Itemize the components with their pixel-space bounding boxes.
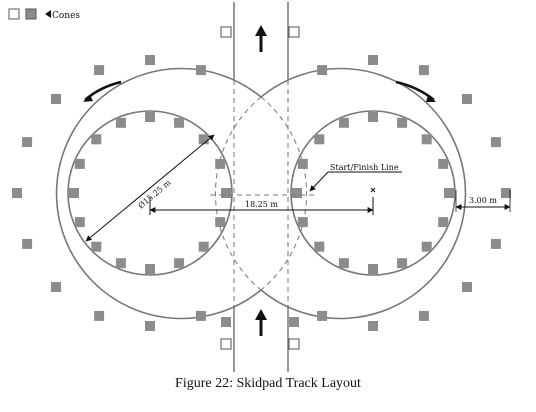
inner-cone-right [368,112,378,122]
outer-cone-right [462,282,472,292]
inner-cone-left [215,158,226,169]
lane [233,2,289,372]
inner-cone-left [198,134,209,145]
lane-top-arrow-icon [255,25,267,36]
figure-caption: Figure 22: Skidpad Track Layout [175,376,361,391]
lane-cone [221,317,231,327]
outer-cone-left [145,321,155,331]
inner-cone-right [397,258,408,269]
left-arrowhead-icon [83,95,93,102]
lane-cone-hollow [288,338,300,350]
inner-cone-right [297,217,308,228]
inner-cone-left [91,241,102,252]
outer-cone-right [317,65,328,76]
outer-cone-left [22,238,33,249]
center-marker-icon [370,187,376,193]
outer-cone-left [12,188,22,198]
inner-cone-left [91,134,102,145]
inner-cone-right [438,158,449,169]
inner-cone-right [338,117,349,128]
outer-cone-left [195,310,206,321]
inner-cone-left [145,112,155,122]
outer-cone-right [418,310,429,321]
left-inner-circle [67,110,233,276]
inner-cone-right [438,217,449,228]
start-finish-label: Start/Finish Line [330,163,399,172]
outer-cone-left [195,65,206,76]
lane-bottom-arrow-icon [255,309,267,320]
outer-cone-left [51,94,61,104]
right-outer-dashed [214,96,262,291]
outer-cone-left [94,310,105,321]
legend-label: Cones [52,11,80,21]
outer-cone-left [51,282,61,292]
legend-pointer-icon [45,10,51,18]
inner-cone-left [174,117,185,128]
right-outer-circle [260,67,467,320]
right-arrowhead-icon [426,95,436,102]
inner-cone-right [314,134,325,145]
legend-cone-filled [25,8,37,20]
lane-width-label: 3.00 m [469,196,497,205]
lane-cone-hollow [288,26,300,38]
inner-cone-left [221,188,231,198]
diameter-line [85,134,215,242]
legend: Cones [8,8,80,21]
outer-cone-right [501,188,511,198]
inner-cone-right [314,241,325,252]
left-outer-dashed [260,96,308,291]
legend-cone-empty [8,8,20,20]
outer-cone-right [317,310,328,321]
inner-cone-left [215,217,226,228]
inner-cone-left [145,264,155,274]
inner-cone-left [74,217,85,228]
center-distance-label: 18.25 m [245,200,278,209]
outer-cone-left [94,65,105,76]
track-circles [55,67,467,320]
outer-cone-right [368,55,378,65]
direction-arrows [83,25,436,336]
outer-cone-right [490,137,501,148]
lane-cone [289,317,299,327]
inner-cone-left [74,158,85,169]
lane-cone-hollow [220,338,232,350]
outer-cone-left [22,137,33,148]
outer-cone-right [462,94,472,104]
left-outer-circle [55,67,262,320]
outer-cone-right [368,321,378,331]
inner-cone-right [397,117,408,128]
inner-cone-right [297,158,308,169]
inner-cone-right [368,264,378,274]
lane-cone-hollow [220,26,232,38]
inner-cone-right [421,134,432,145]
inner-cone-left [115,258,126,269]
inner-cone-left [174,258,185,269]
start-finish-leader [309,171,329,192]
inner-cone-right [444,188,454,198]
outer-cone-right [418,65,429,76]
cones [12,26,511,350]
outer-cone-left [145,55,155,65]
outer-cone-right [490,238,501,249]
right-inner-circle [290,110,456,276]
inner-cone-right [421,241,432,252]
inner-cone-left [69,188,79,198]
inner-cone-left [198,241,209,252]
inner-cone-left [115,117,126,128]
inner-cone-right [292,188,302,198]
inner-cone-right [338,258,349,269]
